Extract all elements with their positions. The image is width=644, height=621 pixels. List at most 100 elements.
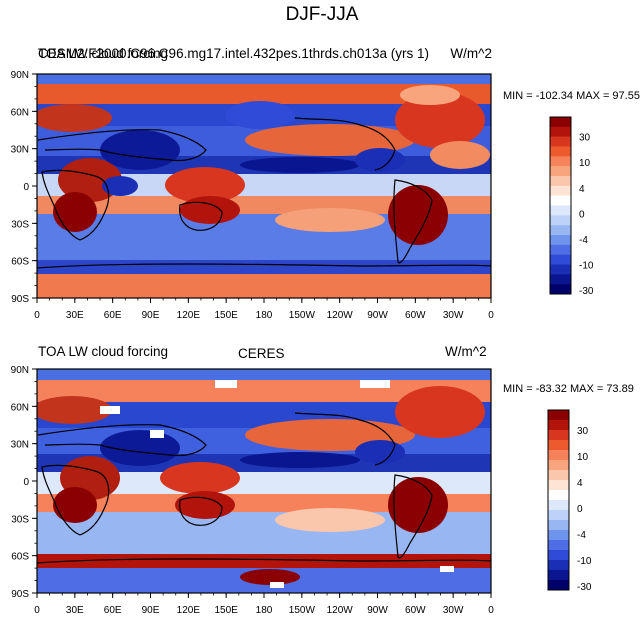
panel1-colorbar-swatch xyxy=(550,284,571,295)
panel2-colorbar-swatch xyxy=(548,550,569,561)
panel2-antarctica-outline xyxy=(37,558,491,564)
panel2-colorbar-swatch xyxy=(548,500,569,511)
panel1-colorbar-swatch xyxy=(550,117,571,128)
panel1-eurasia-outline xyxy=(37,129,207,162)
panel2-lon-label: 150W xyxy=(289,605,316,616)
panel1-southamerica-outline xyxy=(393,179,433,264)
panel2-colorbar-swatch xyxy=(548,540,569,551)
figure-title: DJF-JJA xyxy=(285,4,359,25)
panel2-colorbar-label: 0 xyxy=(577,504,583,515)
panel2-lat-label: 90N xyxy=(11,365,29,376)
panel1-colorbar-swatch xyxy=(550,166,571,177)
panel1-colorbar-swatch xyxy=(550,264,571,275)
panel2-lat-label: 60S xyxy=(11,552,29,563)
panel2-colorbar-swatch xyxy=(548,460,569,471)
panel1-lon-label: 0 xyxy=(488,310,494,321)
panel1-maritime-blob xyxy=(165,167,245,203)
panel2-lat-label: 60N xyxy=(11,402,29,413)
panel1-colorbar-swatch xyxy=(550,126,571,137)
panel2-maritime-blob xyxy=(160,462,240,494)
panel1-colorbar-label: -10 xyxy=(579,261,594,272)
panel2-colorbar-swatch xyxy=(548,470,569,481)
panel1-lon-label: 180 xyxy=(256,310,273,321)
panel1-colorbar-swatch xyxy=(550,136,571,147)
panel2-lon-label: 150E xyxy=(214,605,238,616)
panel1-colorbar-swatch xyxy=(550,235,571,246)
panel2-lat-label: 0 xyxy=(23,477,29,488)
panel2-minmax: MIN = -83.32 MAX = 73.89 xyxy=(503,383,634,395)
panel2-colorbar-label: -10 xyxy=(577,556,592,567)
panel1-colorbar-label: 30 xyxy=(579,133,591,144)
panel2-lon-label: 30W xyxy=(443,605,464,616)
panel2-colorbar-swatch xyxy=(548,410,569,421)
panel2-africa-outline xyxy=(41,464,110,536)
panel1-colorbar-swatch xyxy=(550,274,571,285)
panel1-colorbar-swatch xyxy=(550,195,571,206)
panel2-colorbar-swatch xyxy=(548,510,569,521)
panel2-center-title: CERES xyxy=(238,346,285,361)
panel2-australia-outline xyxy=(179,496,223,526)
panel1-lon-label: 120E xyxy=(177,310,201,321)
panel1-colorbar-label: 4 xyxy=(579,184,585,195)
panel2-antarctic-red-band xyxy=(37,554,491,568)
panel2-colorbar-swatch xyxy=(548,480,569,491)
panel1-colorbar-swatch xyxy=(550,205,571,216)
panel1-colorbar-swatch xyxy=(550,215,571,226)
panel2-colorbar-swatch xyxy=(548,440,569,451)
panel1-colorbar-swatch xyxy=(550,176,571,187)
panel2-lon-label: 60E xyxy=(104,605,122,616)
panel1-colorbar-swatch xyxy=(550,156,571,167)
panel1-arctic-band xyxy=(37,84,491,104)
panel1-left-title-b: CESM2.F2000.C96.C96.mg17.intel.432pes.1t… xyxy=(38,46,429,61)
panel1-colorbar-swatch xyxy=(550,185,571,196)
panel1-lat-label: 90N xyxy=(11,70,29,81)
panel1-units: W/m^2 xyxy=(450,46,492,61)
panel1-south-tropics-band xyxy=(37,196,491,214)
panel1-colorbar-label: -4 xyxy=(579,235,588,246)
panel2-southamerica-outline xyxy=(393,474,433,559)
panel1-lon-label: 30W xyxy=(443,310,464,321)
panel2-left-title: TOA LW cloud forcing xyxy=(38,344,169,359)
panel2-lon-label: 60W xyxy=(405,605,426,616)
panel1-lon-label: 150W xyxy=(289,310,316,321)
panel1-northamerica-outline xyxy=(294,117,396,171)
panel1-lat-label: 30N xyxy=(11,145,29,156)
panel1-colorbar-label: -30 xyxy=(579,286,594,297)
axes-layer: 90N 60N 30N 0 30S 60S 90S 0 30E 60E 90E 120E 150E 180… xyxy=(11,70,495,616)
panel1-colorbar-swatch xyxy=(550,146,571,157)
panel2-lon-label: 90W xyxy=(367,605,388,616)
panel2-colorbar-swatch xyxy=(548,490,569,501)
panel2-south-tropics-band xyxy=(37,494,491,512)
panel1-colorbar-label: 0 xyxy=(579,209,585,220)
panel2-units: W/m^2 xyxy=(445,344,487,359)
panel1-lon-label: 0 xyxy=(34,310,40,321)
panel2-colorbar-label: -30 xyxy=(577,582,592,593)
panel1-amazon-blob xyxy=(388,185,448,245)
panel1-lon-label: 90W xyxy=(367,310,388,321)
panel1-colorbar-swatch xyxy=(550,254,571,265)
panel1-colorbar-swatch xyxy=(550,225,571,236)
panel2-lon-label: 120W xyxy=(327,605,354,616)
panel2-lon-label: 90E xyxy=(142,605,160,616)
panel2-colorbar-swatch xyxy=(548,450,569,461)
panel2-coastlines xyxy=(37,412,491,564)
panel2-colorbar-swatch xyxy=(548,420,569,431)
panel1-lat-label: 90S xyxy=(11,294,29,305)
panel2-lon-label: 0 xyxy=(34,605,40,616)
panel2-colorbar-label: 30 xyxy=(577,426,589,437)
panel1-lon-label: 90E xyxy=(142,310,160,321)
panel1-colorbar-frame xyxy=(549,116,572,295)
panel2-lon-label: 120E xyxy=(177,605,201,616)
panel1-lat-label: 60N xyxy=(11,107,29,118)
panel1-colorbar-swatch xyxy=(550,244,571,255)
panel1-lat-label: 60S xyxy=(11,257,29,268)
panel1-left-title-a: TOA LW cloud forcing xyxy=(38,46,169,61)
panel1-antarctic-band xyxy=(37,274,491,298)
panel2-lat-label: 30N xyxy=(11,440,29,451)
panel1-coastlines xyxy=(37,117,491,269)
panel2-lat-label: 30S xyxy=(11,514,29,525)
panel2-colorbar-swatch xyxy=(548,570,569,581)
panel2-colorbar-swatch xyxy=(548,520,569,531)
panel2-eurasia-outline xyxy=(37,424,207,457)
